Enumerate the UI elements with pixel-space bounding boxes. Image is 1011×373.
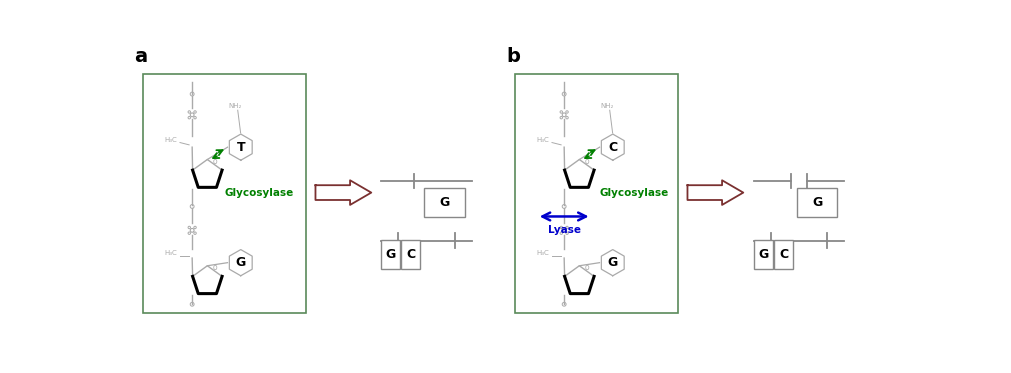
Text: a: a: [134, 47, 148, 66]
Text: G: G: [385, 248, 395, 261]
Text: o: o: [212, 263, 217, 273]
Text: Lyase: Lyase: [548, 225, 580, 235]
Text: o: o: [584, 263, 589, 273]
Text: G: G: [236, 256, 246, 269]
Text: Glycosylase: Glycosylase: [600, 188, 668, 198]
Text: C: C: [406, 248, 416, 261]
Text: H₃C: H₃C: [537, 137, 549, 143]
Bar: [754, 239, 773, 269]
Text: G: G: [812, 196, 822, 209]
Text: G: G: [440, 196, 450, 209]
Text: NH₂: NH₂: [600, 103, 614, 109]
Polygon shape: [602, 134, 624, 160]
Polygon shape: [687, 180, 743, 205]
Bar: [773, 239, 794, 269]
Text: H₃C: H₃C: [165, 137, 177, 143]
Bar: [797, 188, 837, 217]
Bar: [516, 74, 678, 313]
Text: o: o: [212, 157, 217, 166]
Bar: [381, 239, 400, 269]
Text: H₃C: H₃C: [165, 250, 177, 256]
Text: C: C: [779, 248, 789, 261]
Text: T: T: [237, 141, 245, 154]
Bar: [144, 74, 306, 313]
Polygon shape: [229, 134, 252, 160]
Bar: [401, 239, 421, 269]
Polygon shape: [315, 180, 371, 205]
Text: o: o: [584, 157, 589, 166]
Text: NH₂: NH₂: [228, 103, 242, 109]
Polygon shape: [602, 250, 624, 276]
Polygon shape: [229, 250, 252, 276]
Text: G: G: [608, 256, 618, 269]
Text: H₃C: H₃C: [537, 250, 549, 256]
Bar: [425, 188, 465, 217]
Text: C: C: [609, 141, 618, 154]
Text: b: b: [507, 47, 520, 66]
Text: G: G: [758, 248, 768, 261]
Text: Glycosylase: Glycosylase: [224, 188, 293, 198]
